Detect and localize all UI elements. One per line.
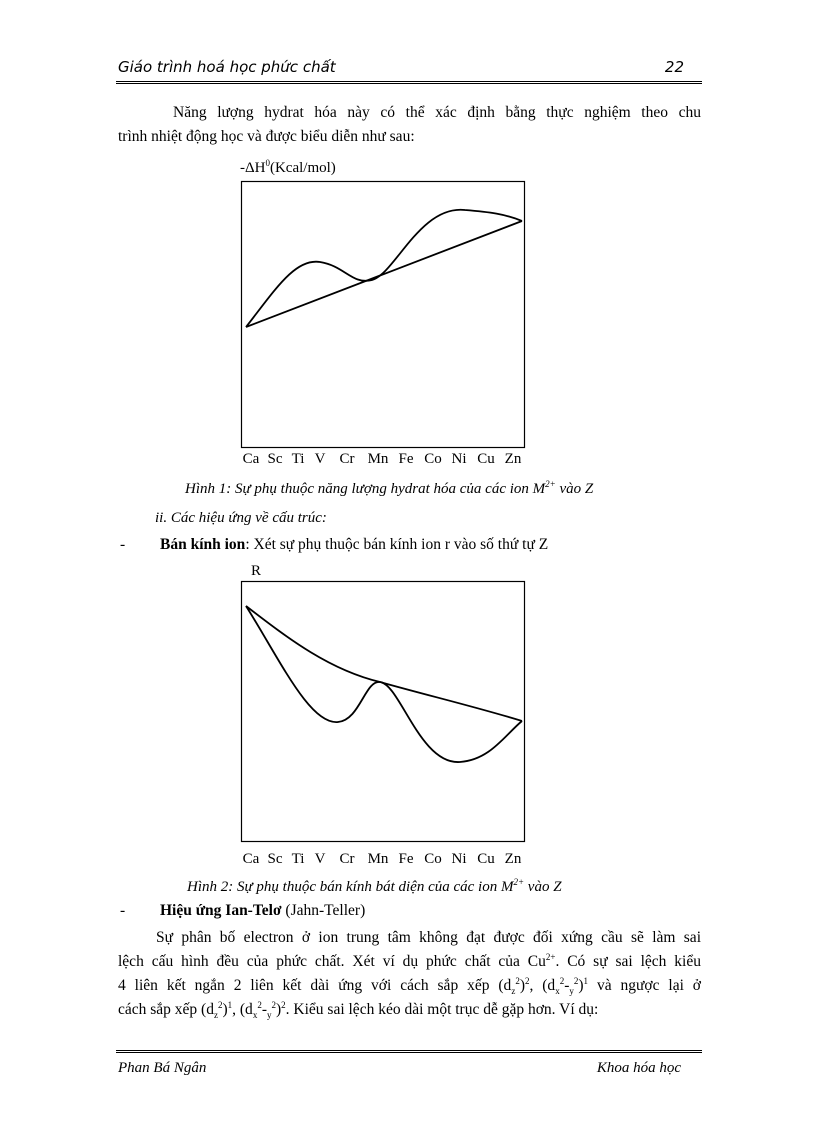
text-segment: 2 bbox=[271, 999, 276, 1010]
text-segment: x bbox=[555, 986, 560, 997]
text-segment: và ngược lại ở bbox=[588, 977, 701, 994]
text-segment: ) bbox=[578, 977, 584, 994]
fig1-frame bbox=[240, 180, 526, 449]
text-line: lệch cấu hình đều của phức chất. Xét ví … bbox=[118, 951, 701, 971]
text-segment: ) bbox=[519, 977, 525, 994]
footer-rule bbox=[116, 1050, 702, 1053]
fig2-frame bbox=[240, 580, 526, 843]
text-segment: 2 bbox=[559, 975, 565, 986]
text-segment: z bbox=[213, 1010, 218, 1021]
x-label-cr: Cr bbox=[339, 451, 355, 467]
text-segment: y bbox=[569, 986, 574, 997]
text-segment: 2 bbox=[573, 975, 579, 986]
x-label-cr: Cr bbox=[339, 851, 355, 867]
fig1-caption: Hình 1: Sự phụ thuộc năng lượng hydrat h… bbox=[185, 479, 594, 498]
text-segment: 2 bbox=[515, 975, 520, 986]
text-segment: Năng lượng hydrat hóa này có thể xác địn… bbox=[173, 104, 701, 121]
text-segment: ) bbox=[275, 1001, 282, 1018]
bullet-jahn-teller: Hiệu ứng Ian-Telơ (Jahn-Teller) bbox=[160, 902, 366, 919]
fig2-caption: Hình 2: Sự phụ thuộc bán kính bát diện c… bbox=[187, 877, 562, 896]
fig1-y-label: -ΔH0(Kcal/mol) bbox=[240, 158, 336, 177]
text-segment: ) bbox=[222, 1001, 228, 1018]
bullet-dash: - bbox=[120, 536, 126, 553]
text-segment: 2 bbox=[281, 999, 286, 1010]
text-segment: y bbox=[266, 1010, 272, 1021]
text-line: cách sắp xếp (dz2)1, (dx2-y2)2. Kiểu sai… bbox=[118, 999, 701, 1021]
text-line: Sự phân bố electron ở ion trung tâm khôn… bbox=[156, 929, 701, 947]
text-segment: 1 bbox=[583, 975, 589, 986]
x-label-fe: Fe bbox=[398, 851, 414, 867]
text-segment: 2 bbox=[217, 999, 223, 1010]
bullet-ionic-radius: Bán kính ion: Xét sự phụ thuộc bán kính … bbox=[160, 536, 549, 553]
text-segment: trình nhiệt động học và được biểu diễn n… bbox=[118, 128, 415, 145]
fig1-curve bbox=[245, 209, 523, 328]
x-label-fe: Fe bbox=[398, 451, 414, 467]
header-title: Giáo trình hoá học phức chất bbox=[118, 58, 336, 76]
footer-department: Khoa hóa học bbox=[596, 1060, 681, 1076]
x-label-v: V bbox=[314, 851, 326, 867]
text-segment: . Có sự sai lệch kiểu bbox=[555, 953, 701, 970]
text-line: 4 liên kết ngắn 2 liên kết dài ứng với c… bbox=[118, 975, 701, 997]
x-label-co: Co bbox=[424, 451, 442, 467]
x-label-v: V bbox=[314, 451, 326, 467]
x-label-ni: Ni bbox=[451, 851, 467, 867]
page-number: 22 bbox=[664, 58, 684, 76]
x-label-ti: Ti bbox=[291, 851, 305, 867]
x-label-sc: Sc bbox=[267, 851, 283, 867]
x-label-cu: Cu bbox=[477, 451, 495, 467]
text-segment: cách sắp xếp (d bbox=[118, 1001, 214, 1018]
fig1-baseline-line bbox=[245, 220, 523, 328]
x-label-zn: Zn bbox=[504, 851, 522, 867]
section-heading: ii. Các hiệu ứng về cấu trúc: bbox=[155, 510, 327, 526]
text-segment: , (d bbox=[232, 1001, 253, 1018]
footer-author: Phan Bá Ngân bbox=[118, 1060, 207, 1076]
text-segment: - bbox=[261, 1001, 267, 1018]
text-segment: 1 bbox=[227, 999, 233, 1010]
text-segment: z bbox=[511, 986, 516, 997]
x-label-ca: Ca bbox=[242, 451, 260, 467]
text-segment: . Kiểu sai lệch kéo dài một trục dễ gặp … bbox=[285, 1001, 599, 1018]
text-segment: lệch cấu hình đều của phức chất. Xét ví … bbox=[118, 953, 546, 970]
text-line: Năng lượng hydrat hóa này có thể xác địn… bbox=[173, 104, 701, 122]
x-label-co: Co bbox=[424, 851, 442, 867]
text-segment: 2 bbox=[257, 999, 262, 1010]
x-label-ca: Ca bbox=[242, 851, 260, 867]
x-label-cu: Cu bbox=[477, 851, 495, 867]
x-label-mn: Mn bbox=[367, 851, 389, 867]
x-label-sc: Sc bbox=[267, 451, 283, 467]
x-label-ti: Ti bbox=[291, 451, 305, 467]
x-label-zn: Zn bbox=[504, 451, 522, 467]
header-rule bbox=[116, 81, 702, 84]
bullet-dash: - bbox=[120, 902, 126, 919]
text-segment: , (d bbox=[529, 977, 556, 994]
x-label-ni: Ni bbox=[451, 451, 467, 467]
text-segment: 2 bbox=[524, 975, 530, 986]
text-segment: Sự phân bố electron ở ion trung tâm khôn… bbox=[156, 929, 701, 946]
text-line: trình nhiệt động học và được biểu diễn n… bbox=[118, 128, 701, 146]
text-segment: x bbox=[252, 1010, 258, 1021]
x-label-mn: Mn bbox=[367, 451, 389, 467]
fig2-lower-curve bbox=[245, 605, 523, 763]
text-segment: 4 liên kết ngắn 2 liên kết dài ứng với c… bbox=[118, 977, 512, 994]
text-segment: 2+ bbox=[545, 951, 556, 962]
text-segment: - bbox=[564, 977, 570, 994]
fig2-y-label: R bbox=[251, 563, 262, 579]
fig2-upper-curve bbox=[245, 605, 523, 722]
